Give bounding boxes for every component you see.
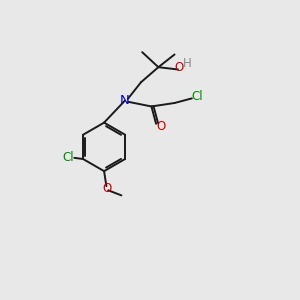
Text: Cl: Cl [192,90,203,103]
Text: Cl: Cl [63,152,74,164]
Text: O: O [102,182,112,195]
Text: O: O [175,61,184,74]
Text: O: O [156,120,165,133]
Text: H: H [183,57,192,70]
Text: N: N [120,94,130,107]
